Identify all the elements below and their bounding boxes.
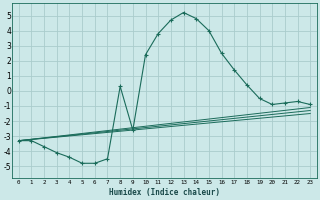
X-axis label: Humidex (Indice chaleur): Humidex (Indice chaleur) — [109, 188, 220, 197]
